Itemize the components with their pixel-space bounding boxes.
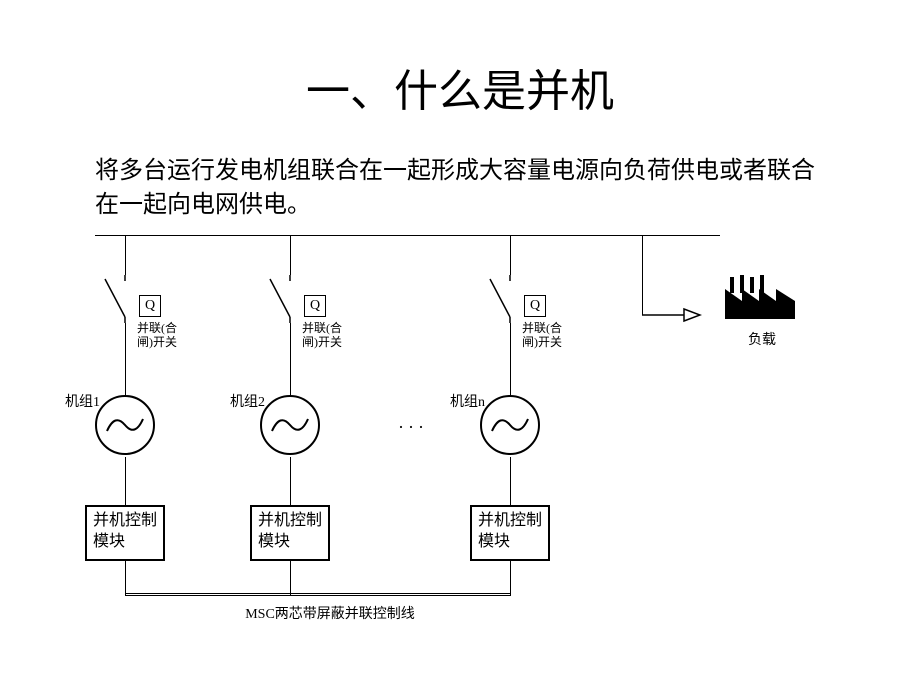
u2-st1: 并联(合 xyxy=(302,321,342,335)
u1-st2: 闸)开关 xyxy=(137,335,177,349)
u2-q-box: Q xyxy=(304,295,326,317)
page-title: 一、什么是并机 xyxy=(0,55,920,119)
u2-module: 并机控制模块 xyxy=(250,505,330,561)
u1-module: 并机控制模块 xyxy=(85,505,165,561)
u1-switch-icon xyxy=(103,273,133,323)
load-label: 负载 xyxy=(748,329,776,349)
ellipsis: ··· xyxy=(398,417,428,438)
u1-switch-text: 并联(合 闸)开关 xyxy=(137,321,177,350)
load-arrow xyxy=(642,305,702,330)
un-switch-icon xyxy=(488,273,518,323)
u1-drop4 xyxy=(125,561,126,595)
u2-switch-text: 并联(合 闸)开关 xyxy=(302,321,342,350)
un-module: 并机控制模块 xyxy=(470,505,550,561)
un-drop2 xyxy=(510,323,511,397)
un-st2: 闸)开关 xyxy=(522,335,562,349)
un-drop4 xyxy=(510,561,511,595)
u2-label: 机组2 xyxy=(230,391,265,411)
un-switch-text: 并联(合 闸)开关 xyxy=(522,321,562,350)
u1-drop3 xyxy=(125,457,126,505)
u2-generator-icon xyxy=(260,395,320,455)
msc-bus-b xyxy=(125,595,511,596)
u1-drop2 xyxy=(125,323,126,397)
top-bus xyxy=(95,235,720,236)
un-q-box: Q xyxy=(524,295,546,317)
msc-label: MSC两芯带屏蔽并联控制线 xyxy=(210,603,450,623)
load-icon xyxy=(720,273,800,328)
un-drop3 xyxy=(510,457,511,505)
u2-drop2 xyxy=(290,323,291,397)
msc-bus-a xyxy=(125,593,511,594)
u2-drop4 xyxy=(290,561,291,595)
un-st1: 并联(合 xyxy=(522,321,562,335)
u1-q-box: Q xyxy=(139,295,161,317)
parallel-diagram: 负载 Q 并联(合 闸)开关 机组1 并机控制模块 xyxy=(60,225,860,665)
u2-drop3 xyxy=(290,457,291,505)
un-drop1 xyxy=(510,235,511,275)
un-label: 机组n xyxy=(450,391,485,411)
un-generator-icon xyxy=(480,395,540,455)
u1-generator-icon xyxy=(95,395,155,455)
u2-drop1 xyxy=(290,235,291,275)
u1-label: 机组1 xyxy=(65,391,100,411)
u2-st2: 闸)开关 xyxy=(302,335,342,349)
u2-switch-icon xyxy=(268,273,298,323)
u1-drop1 xyxy=(125,235,126,275)
load-drop xyxy=(642,235,643,315)
page-subtitle: 将多台运行发电机组联合在一起形成大容量电源向负荷供电或者联合在一起向电网供电。 xyxy=(95,155,825,222)
u1-st1: 并联(合 xyxy=(137,321,177,335)
